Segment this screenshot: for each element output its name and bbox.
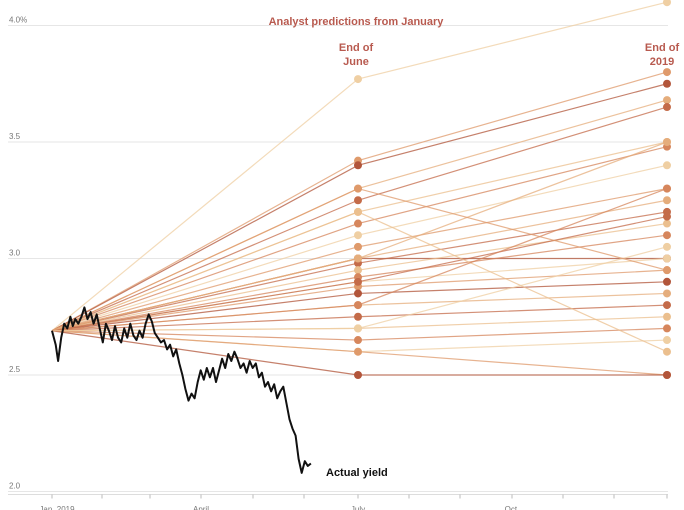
june-prediction-point [354,312,362,321]
june-prediction-point [354,266,362,275]
june-prediction-point [354,347,362,356]
year-end-prediction-point [663,312,671,321]
actual-yield-label: Actual yield [326,467,388,479]
june-prediction-point [354,196,362,205]
y-tick-label: 4.0% [9,16,27,25]
x-tick-label: April [193,505,209,510]
end-of-june-label-line1: End of [339,42,374,54]
y-tick-label: 2.0 [9,482,21,491]
x-tick-label: Oct. [505,505,520,510]
y-axis: 4.0% 3.5 3.0 2.5 2.0 [9,16,27,491]
year-end-prediction-point [663,371,671,380]
year-end-prediction-point [663,68,671,77]
year-end-prediction-point [663,242,671,251]
year-end-prediction-point [663,231,671,240]
year-end-prediction-point [663,184,671,193]
year-end-prediction-point [663,103,671,112]
june-prediction-point [354,301,362,310]
y-tick-label: 3.0 [9,249,21,258]
june-prediction-point [354,289,362,298]
year-end-prediction-point [663,196,671,205]
actual-yield-line [51,306,312,474]
y-tick-label: 2.5 [9,365,21,374]
june-prediction-point [354,75,362,84]
end-of-june-label-line2: June [343,56,369,68]
june-prediction-point [354,371,362,380]
june-prediction-point [354,324,362,333]
year-end-prediction-point [663,336,671,345]
actual-yield-series [51,306,312,474]
june-prediction-point [354,277,362,286]
june-prediction-point [354,254,362,263]
prediction-points [354,0,671,380]
year-end-prediction-point [663,277,671,286]
year-end-prediction-point [663,324,671,333]
june-prediction-point [354,161,362,170]
end-of-2019-label-line1: End of [645,42,680,54]
year-end-prediction-point [663,289,671,298]
year-end-prediction-point [663,219,671,228]
june-prediction-point [354,231,362,240]
june-prediction-point [354,336,362,345]
june-prediction-point [354,242,362,251]
end-of-2019-label-line2: 2019 [650,56,674,68]
year-end-prediction-point [663,212,671,221]
year-end-prediction-point [663,96,671,105]
june-prediction-point [354,184,362,193]
year-end-prediction-point [663,254,671,263]
x-axis: Jan. 2019 April July Oct. [8,494,668,510]
year-end-prediction-point [663,347,671,356]
year-end-prediction-point [663,161,671,170]
x-tick-label: Jan. 2019 [39,505,75,510]
june-prediction-point [354,219,362,228]
x-tick-label: July [351,505,365,510]
year-end-prediction-point [663,138,671,147]
june-prediction-point [354,207,362,216]
year-end-prediction-point [663,79,671,88]
y-tick-label: 3.5 [9,132,21,141]
year-end-prediction-point [663,266,671,275]
year-end-prediction-point [663,301,671,310]
year-end-prediction-point [663,0,671,7]
chart-title: Analyst predictions from January [269,16,445,28]
